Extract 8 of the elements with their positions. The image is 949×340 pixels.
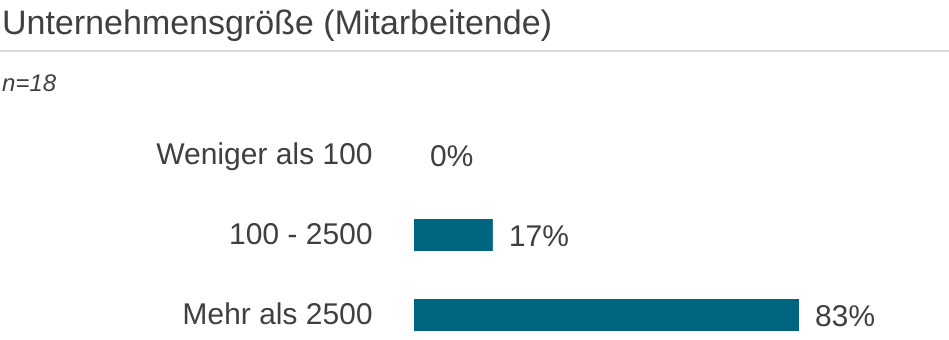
chart-title: Unternehmensgröße (Mitarbeitende) [2,4,552,43]
data-label: 83% [815,300,876,333]
y-tick-label: Mehr als 2500 [182,298,372,331]
data-label: 0% [430,140,474,173]
text: n=18 [2,70,56,98]
y-tick-label: Weniger als 100 [156,138,372,171]
y-tick-label: 100 - 2500 [229,218,372,251]
data-label: 17% [508,220,569,253]
